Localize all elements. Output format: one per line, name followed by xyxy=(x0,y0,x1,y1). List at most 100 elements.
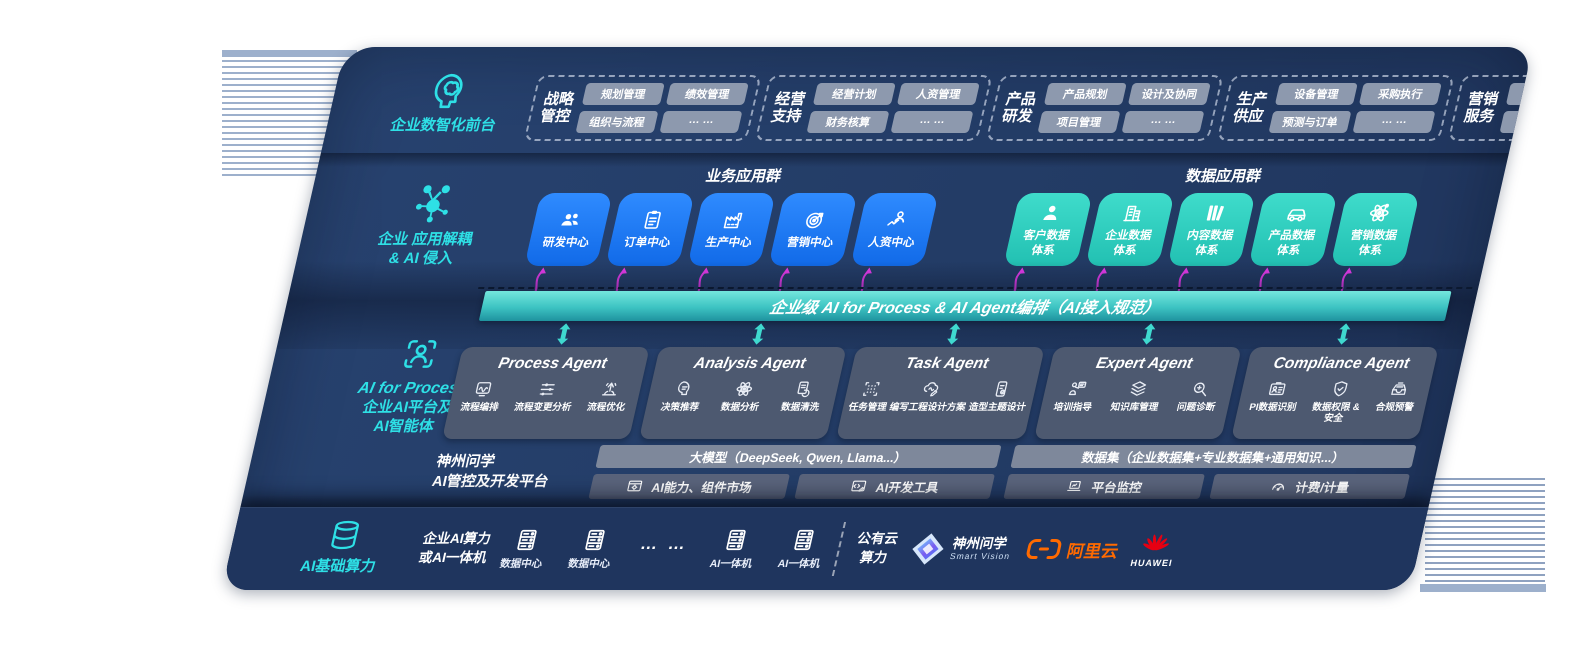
group-title: 营销 服务 xyxy=(1462,91,1500,126)
platform-label-line2: AI管控及开发平台 xyxy=(430,474,550,490)
agent-box: Compliance Agent PI数据识别 数据权限 & 安全 合规预警 xyxy=(1230,347,1439,439)
agent-item: PI数据识别 xyxy=(1248,379,1303,413)
tag-pill: 市场营销 xyxy=(1505,83,1533,105)
group-title: 经营 支持 xyxy=(769,91,807,126)
agent-item-label: PI数据识别 xyxy=(1248,402,1298,413)
decorative-bar-top-left xyxy=(222,50,357,57)
agent-box: Process Agent 流程编排 流程变更分析 流程优化 xyxy=(441,347,651,439)
agent-items: PI数据识别 数据权限 & 安全 合规预警 xyxy=(1239,379,1427,425)
agent-box: Analysis Agent 决策推荐 数据分析 数据清洗 xyxy=(639,347,848,439)
agent-item: 问题诊断 xyxy=(1176,379,1222,413)
double-arrow-icon xyxy=(752,323,766,345)
platform-tools-left: AI能力、组件市场 AI开发工具 xyxy=(588,474,995,499)
agent-item-label: 知识库管理 xyxy=(1109,402,1160,413)
group-title: 产品 研发 xyxy=(1000,91,1038,126)
agent-item-label: 编写工程设计方案 xyxy=(888,402,967,413)
smartvision-logo-text: 神州问学 Smart Vision xyxy=(949,536,1015,561)
dataset-cluster: 数据集（企业数据集+专业数据集+通用知识...） 平台监控 计费/计量 xyxy=(1003,445,1417,499)
group-title-line1: 产品 xyxy=(1004,90,1039,108)
group-title-line1: 营销 xyxy=(1466,90,1501,108)
agent-item: 决策推荐 xyxy=(659,379,705,413)
tag-pill: 组织与流程 xyxy=(575,111,659,133)
infra-label: AI基础算力 xyxy=(298,558,378,575)
agent-item-label: 数据清洗 xyxy=(779,402,821,413)
agent-item: 数据权限 & 安全 xyxy=(1308,379,1366,425)
brain-head-icon xyxy=(426,71,475,111)
agent-item-label: 流程编排 xyxy=(459,402,500,413)
group-title-line2: 支持 xyxy=(769,108,804,125)
app-box: 企业数据 体系 xyxy=(1085,193,1175,297)
ellipsis-dots: … … xyxy=(638,534,691,553)
platform-row: 神州问学 AI管控及开发平台 大模型（DeepSeek, Qwen, Llama… xyxy=(428,445,1417,499)
front-office-group: 营销 服务 市场营销客户关系整车物流… … xyxy=(1447,75,1533,141)
agent-item-label: 数据分析 xyxy=(719,402,761,413)
agent-title: Compliance Agent xyxy=(1271,355,1412,372)
tag-pill: 整车物流 xyxy=(1499,111,1533,133)
aliyun-logo xyxy=(1024,538,1063,560)
tag-pill: … … xyxy=(1121,111,1205,133)
tag-pill: 财务核算 xyxy=(806,111,890,133)
flow-optimize-icon xyxy=(598,379,623,399)
orchestration-bar-label: 企业级 AI for Process & AI Agent编排（AI接入规范） xyxy=(767,300,1162,317)
platform-tools-right: 平台监控 计费/计量 xyxy=(1003,474,1410,499)
model-bar: 大模型（DeepSeek, Qwen, Llama...） xyxy=(595,445,1002,468)
tag-pill: … … xyxy=(659,111,743,133)
app-box-label: 营销中心 xyxy=(785,237,835,250)
agent-item: 培训指导 xyxy=(1052,379,1098,413)
group-title: 生产 供应 xyxy=(1231,91,1269,126)
infra-row: 企业AI算力 或AI一体机 数据中心 数据中心 … … AI一体机 AI一体机 … xyxy=(412,508,1415,590)
app-box-label: 企业数据 体系 xyxy=(1103,230,1153,257)
app-box: 客户数据 体系 xyxy=(1003,193,1093,297)
orchestration-arrow-cell xyxy=(1049,323,1249,345)
team-icon xyxy=(556,208,585,232)
molecule-icon xyxy=(407,181,461,225)
cloud-design-icon xyxy=(920,379,945,399)
agent-box: Expert Agent 培训指导 知识库管理 问题诊断 xyxy=(1033,347,1242,439)
group-title: 战略 管控 xyxy=(538,91,576,126)
app-box-label: 生产中心 xyxy=(704,237,753,250)
infra-nodes: 数据中心 数据中心 … … AI一体机 AI一体机 xyxy=(498,527,828,571)
smartvision-logo-block: 神州问学 Smart Vision xyxy=(907,532,1016,566)
platform-label-line1: 神州问学 xyxy=(434,453,497,470)
agent-item: 任务管理 xyxy=(847,379,893,413)
agent-item-label: 决策推荐 xyxy=(659,402,701,413)
hr-chart-icon xyxy=(882,208,911,232)
platform-label: 神州问学 AI管控及开发平台 xyxy=(430,452,585,493)
aliyun-name: 阿里云 xyxy=(1065,541,1121,561)
server-icon xyxy=(579,527,611,553)
app-box-label: 订单中心 xyxy=(622,237,672,250)
agent-title: Task Agent xyxy=(903,355,991,372)
decision-head-icon xyxy=(672,379,697,399)
agent-item: 数据分析 xyxy=(720,379,766,413)
platform-tool-label: AI开发工具 xyxy=(874,481,940,495)
data-clean-icon xyxy=(792,379,817,399)
server-icon xyxy=(788,527,820,553)
group-tags: 产品规划 设计及协同 项目管理… … xyxy=(1037,83,1211,133)
knowledge-stack-icon xyxy=(1126,379,1151,399)
books-icon xyxy=(1201,201,1230,225)
server-icon xyxy=(720,527,752,553)
infra-node-label: AI一体机 xyxy=(708,558,754,570)
group-tags: 规划管理 绩效管理 组织与流程… … xyxy=(575,83,749,133)
agent-item-label: 流程变更分析 xyxy=(512,402,573,413)
infra-label-block: AI基础算力 xyxy=(271,518,414,577)
diagnosis-icon xyxy=(1188,379,1213,399)
platform-tool: AI开发工具 xyxy=(793,474,995,499)
app-layer-label-block: 企业 应用解耦 & AI 侵入 xyxy=(339,181,519,269)
agent-item-label: 合规预警 xyxy=(1374,402,1415,413)
flow-orchestration-icon xyxy=(471,379,496,399)
group-title-line2: 服务 xyxy=(1462,108,1497,125)
group-title-line2: 研发 xyxy=(1000,108,1035,125)
dev-tools-icon xyxy=(848,478,869,495)
agent-title: Process Agent xyxy=(496,355,609,372)
agent-items: 任务管理 编写工程设计方案 造型主题设计 xyxy=(847,379,1032,413)
tag-pill: 规划管理 xyxy=(581,83,665,105)
group-title-line2: 管控 xyxy=(538,108,573,125)
data-group-heading: 数据应用群 xyxy=(1184,168,1264,185)
dashed-boundary-line xyxy=(478,287,1473,289)
business-app-boxes: 研发中心 订单中心 生产中心 营销中心 人资中心 xyxy=(524,193,939,297)
app-box: 产品数据 体系 xyxy=(1248,193,1339,297)
group-title-line1: 经营 xyxy=(773,90,808,108)
agent-item: 造型主题设计 xyxy=(967,379,1032,413)
group-title-line1: 战略 xyxy=(542,90,577,108)
